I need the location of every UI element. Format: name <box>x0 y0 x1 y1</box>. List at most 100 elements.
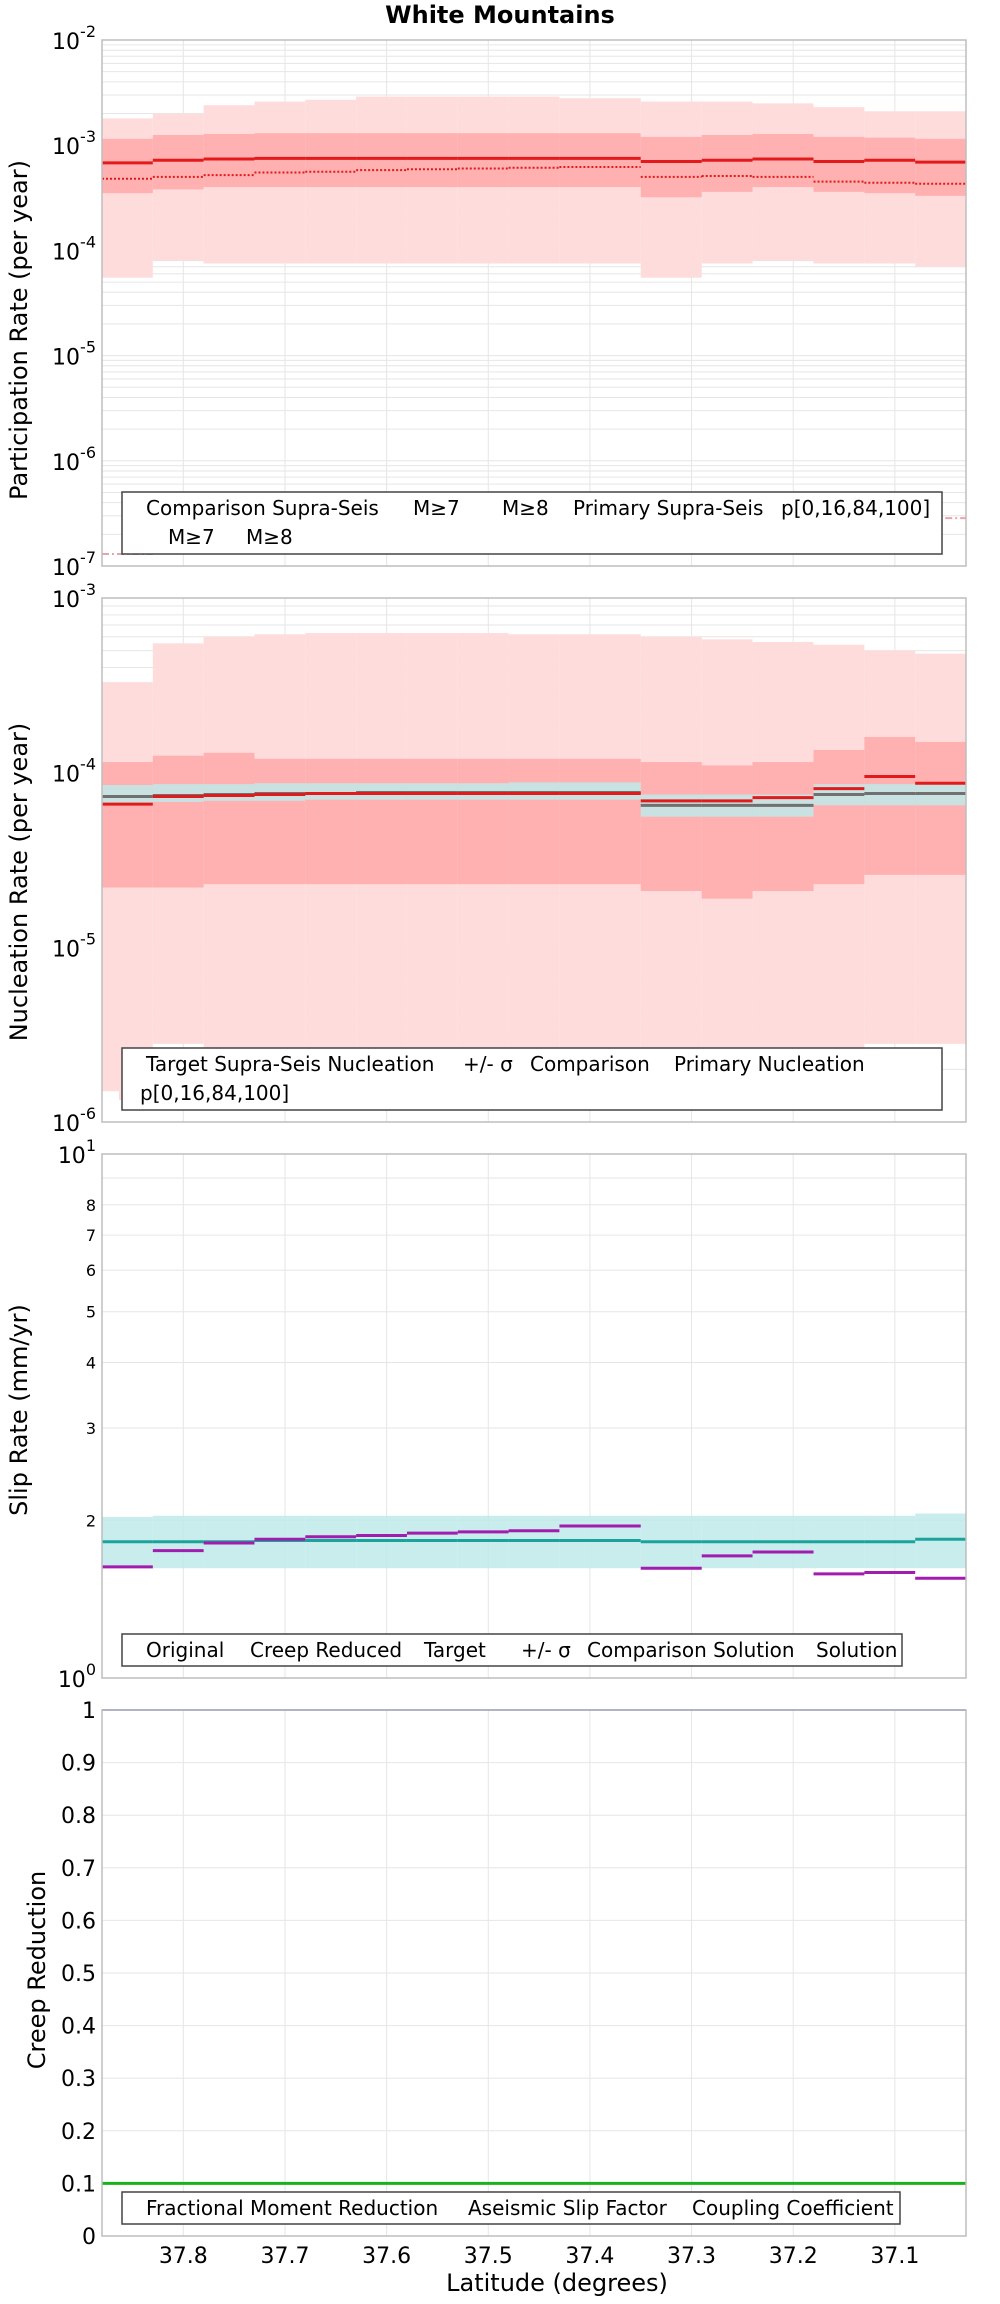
band-inner-segment <box>356 758 407 885</box>
x-tick-label: 37.4 <box>565 2244 614 2269</box>
band-inner-segment <box>102 138 153 194</box>
legend-entry: Coupling Coefficient <box>692 2196 894 2220</box>
y-tick-label: 10-5 <box>52 929 96 962</box>
y-tick-labels: 100 101 2 3 4 5 6 7 8 <box>58 1136 96 1693</box>
legend-entry: Fractional Moment Reduction <box>146 2196 438 2220</box>
band-inner <box>102 133 966 198</box>
x-tick-label: 37.5 <box>464 2244 513 2269</box>
panel2-ylabel: Nucleation Rate (per year) <box>5 723 33 1042</box>
y-tick-label: 0.1 <box>61 2172 96 2197</box>
y-tick-label: 10-3 <box>52 580 96 613</box>
legend-entry: p[0,16,84,100] <box>781 496 930 520</box>
band-inner-segment <box>915 138 966 196</box>
panel4-legend: Fractional Moment Reduction Aseismic Sli… <box>121 2191 901 2225</box>
y-tick-label: 0 <box>82 2225 96 2250</box>
panel4-ylabel: Creep Reduction <box>23 1871 51 2069</box>
band-inner-segment <box>305 133 357 188</box>
target-sigma-band-segment <box>559 1515 641 1569</box>
legend-entry: Original <box>146 1638 224 1662</box>
panel1-legend: Comparison Supra-Seis M≥7 M≥8 Primary Su… <box>121 491 943 555</box>
band-inner-segment <box>152 755 204 888</box>
panel4-y-tick-labels: 0 0.1 0.2 0.3 0.4 0.5 0.6 0.7 0.8 0.9 1 <box>61 1699 96 2250</box>
band-inner-segment <box>254 133 306 188</box>
y-minor-tick-label: 2 <box>86 1511 96 1530</box>
figure-title: White Mountains <box>385 1 615 29</box>
x-tick-label: 37.2 <box>769 2244 818 2269</box>
legend-entry: Creep Reduced <box>250 1638 402 1662</box>
y-tick-label: 10-4 <box>52 232 96 265</box>
target-sigma-band-segment <box>305 783 357 800</box>
primary-line <box>102 775 966 806</box>
x-axis-label: Latitude (degrees) <box>446 2269 668 2297</box>
band-inner-segment <box>406 758 458 885</box>
band-inner-segment <box>559 133 641 188</box>
band-inner-segment <box>508 758 560 885</box>
y-tick-label: 10-5 <box>52 338 96 371</box>
y-minor-tick-label: 3 <box>86 1419 96 1438</box>
band-inner-segment <box>356 133 407 188</box>
legend-entry: +/- σ <box>463 1052 513 1076</box>
legend-box <box>121 1633 903 1667</box>
plot-area <box>102 1154 966 1678</box>
y-tick-label: 1 <box>82 1699 96 1724</box>
legend-box <box>121 2191 901 2225</box>
band-inner-segment <box>254 758 306 885</box>
target-sigma-band-segment <box>254 1515 306 1569</box>
band-inner-segment <box>701 135 753 192</box>
y-tick-label: 101 <box>58 1136 96 1169</box>
y-tick-label: 10-6 <box>52 443 96 476</box>
y-tick-labels: 10-7 10-6 10-5 10-4 10-3 10-2 <box>52 22 96 581</box>
target-sigma-band-segment <box>508 1515 560 1569</box>
y-tick-label: 10-4 <box>52 755 96 788</box>
y-minor-tick-label: 7 <box>86 1226 96 1245</box>
y-tick-labels: 10-6 10-5 10-4 10-3 <box>52 580 96 1137</box>
y-tick-label: 0.3 <box>61 2067 96 2092</box>
plot-frame <box>101 597 967 1123</box>
band-inner-segment <box>457 133 509 188</box>
y-tick-label: 0.5 <box>61 1962 96 1987</box>
y-tick-label: 10-7 <box>52 548 96 581</box>
target-sigma-band-segment <box>457 1515 509 1569</box>
legend-entry: Aseismic Slip Factor <box>468 2196 668 2220</box>
legend-entry: M≥8 <box>502 496 549 520</box>
legend-box <box>121 491 943 555</box>
band-inner-segment <box>203 752 255 885</box>
band-inner-segment <box>305 758 357 885</box>
x-tick-label: 37.7 <box>260 2244 309 2269</box>
legend-entry: Comparison Supra-Seis <box>146 496 379 520</box>
plot-frame <box>101 1153 967 1679</box>
legend-entry: M≥7 <box>413 496 460 520</box>
target-sigma-band-segment <box>305 1515 357 1569</box>
panel2-legend: Target Supra-Seis Nucleation +/- σ Compa… <box>121 1047 943 1111</box>
x-tick-label: 37.3 <box>667 2244 716 2269</box>
legend-entry: Target <box>423 1638 486 1662</box>
x-tick-label: 37.6 <box>362 2244 411 2269</box>
legend-box <box>121 1047 943 1111</box>
band-inner-segment <box>640 136 702 198</box>
plot-frame <box>101 39 967 567</box>
legend-entry: M≥8 <box>246 525 293 549</box>
y-minor-tick-label: 4 <box>86 1354 96 1373</box>
band-inner-segment <box>813 749 865 885</box>
target-sigma-band-segment <box>406 1515 458 1569</box>
panel3-legend: Original Creep Reduced Target +/- σ Comp… <box>121 1633 903 1667</box>
band-inner-segment <box>915 741 966 875</box>
y-tick-label: 0.9 <box>61 1752 96 1777</box>
legend-entry: Primary Supra-Seis <box>573 496 763 520</box>
band-inner-segment <box>406 133 458 188</box>
legend-entry: Target Supra-Seis Nucleation <box>145 1052 434 1076</box>
band-inner-segment <box>152 135 204 190</box>
band-inner-segment <box>640 762 702 892</box>
legend-entry: +/- σ <box>521 1638 571 1662</box>
x-tick-labels: 37.8 37.7 37.6 37.5 37.4 37.3 37.2 37.1 <box>159 2244 920 2269</box>
band-inner-segment <box>203 133 255 188</box>
band-inner-segment <box>508 133 560 188</box>
band-inner-segment <box>864 737 916 875</box>
y-tick-label: 0.7 <box>61 1857 96 1882</box>
y-tick-label: 0.8 <box>61 1804 96 1829</box>
band-inner-segment <box>559 758 641 885</box>
band-inner-segment <box>752 762 814 892</box>
solution-line <box>102 1524 966 1580</box>
